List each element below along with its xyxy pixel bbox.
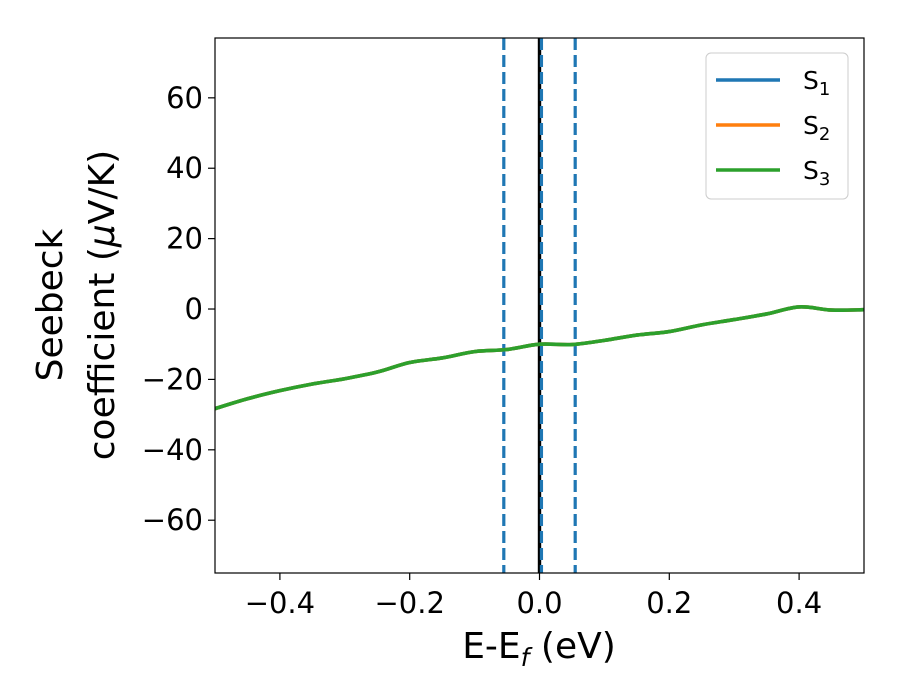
x-axis-label: E-Ef (eV) <box>462 626 616 672</box>
y-tick-label: 40 <box>166 151 203 185</box>
x-tick-label: 0.4 <box>776 586 822 620</box>
data-series <box>215 305 864 411</box>
legend-label-2: S2 <box>803 111 830 145</box>
y-tick-label: 20 <box>166 222 203 256</box>
y-tick-label: 0 <box>185 292 203 326</box>
y-axis-label-line2: coefficient (μV/K) <box>82 150 123 460</box>
y-axis: −60 −40 −20 0 20 40 60 <box>142 81 215 537</box>
y-axis-label-line1: Seebeck <box>30 228 71 381</box>
x-axis-label-main: E-E <box>462 626 520 667</box>
x-axis: −0.4 −0.2 0.0 0.2 0.4 <box>245 573 822 620</box>
series-line-3 <box>215 305 864 411</box>
legend-label-1: S1 <box>803 66 830 100</box>
y-tick-label: 60 <box>166 81 203 115</box>
x-tick-label: −0.2 <box>374 586 444 620</box>
y-tick-label: −40 <box>142 433 203 467</box>
y-axis-label: Seebeck coefficient (μV/K) <box>30 150 123 460</box>
legend-label-3: S3 <box>803 156 830 190</box>
legend: S1 S2 S3 <box>705 52 849 200</box>
x-axis-label-unit: (eV) <box>529 626 615 667</box>
reference-lines <box>502 38 577 573</box>
x-tick-label: 0.2 <box>646 586 692 620</box>
y-tick-label: −60 <box>142 503 203 537</box>
x-tick-label: −0.4 <box>245 586 315 620</box>
y-tick-label: −20 <box>142 362 203 396</box>
x-tick-label: 0.0 <box>516 586 562 620</box>
